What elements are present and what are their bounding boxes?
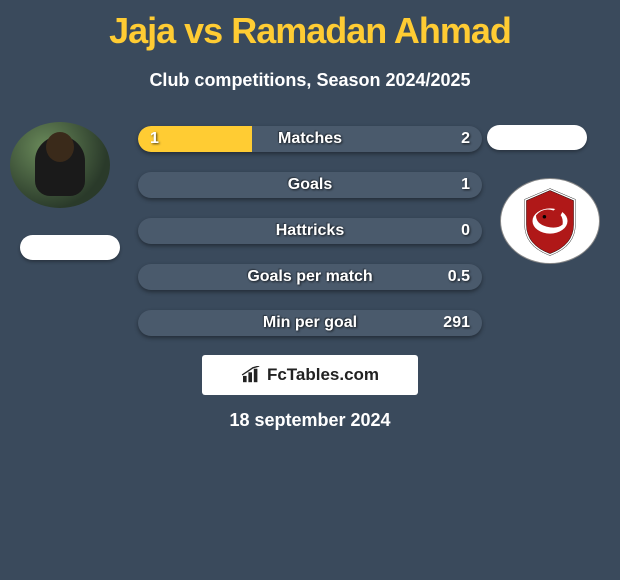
club-badge-icon [515,186,585,256]
stat-row: Goals 1 [138,172,482,198]
stat-right-value: 1 [461,172,470,198]
stat-row: Min per goal 291 [138,310,482,336]
player-right-chip [487,125,587,150]
comparison-title: Jaja vs Ramadan Ahmad [0,0,620,52]
stat-label: Goals per match [138,264,482,290]
stat-row: Goals per match 0.5 [138,264,482,290]
stat-label: Hattricks [138,218,482,244]
stat-bars: 1 Matches 2 Goals 1 Hattricks 0 Goals pe… [138,126,482,356]
player-left-avatar [10,122,110,208]
player-right-club-badge [500,178,600,264]
stat-right-value: 2 [461,126,470,152]
stat-label: Min per goal [138,310,482,336]
comparison-subtitle: Club competitions, Season 2024/2025 [0,70,620,91]
player-left-chip [20,235,120,260]
stat-row: Hattricks 0 [138,218,482,244]
stat-label: Goals [138,172,482,198]
brand-box: FcTables.com [202,355,418,395]
brand-text: FcTables.com [267,365,379,385]
bar-chart-icon [241,366,263,384]
stat-row: 1 Matches 2 [138,126,482,152]
stat-label: Matches [138,126,482,152]
stat-right-value: 0.5 [448,264,470,290]
date-text: 18 september 2024 [0,410,620,431]
stat-right-value: 291 [443,310,470,336]
stat-right-value: 0 [461,218,470,244]
